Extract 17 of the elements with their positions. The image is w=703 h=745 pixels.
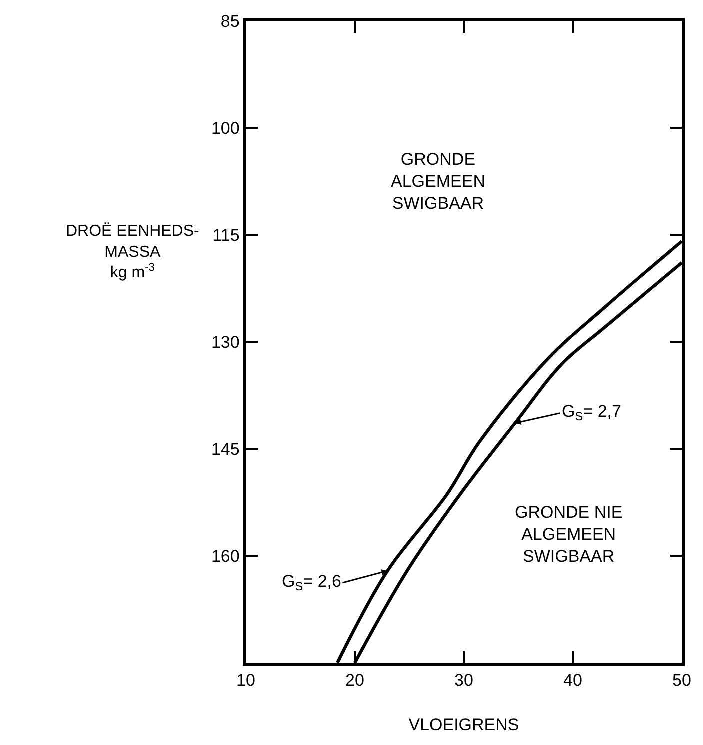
y-tick-label: 160: [211, 546, 240, 566]
y-tick-label: 145: [211, 440, 240, 459]
annotation: GRONDE ALGEMEEN SWIGBAAR: [391, 150, 486, 214]
x-tick-label: 10: [236, 671, 256, 690]
x-tick-label: 40: [564, 671, 582, 690]
annotation: GRONDE NIE ALGEMEEN SWIGBAAR: [515, 503, 623, 566]
x-axis-title: VLOEIGRENS: [408, 716, 520, 735]
x-tick-label: 50: [672, 671, 692, 690]
annotation: G$_{S}$= 2,7: [562, 402, 622, 424]
x-tick-label: 30: [454, 671, 474, 690]
y-tick-label: 130: [211, 332, 240, 352]
y-tick-label: 115: [212, 226, 240, 245]
y-axis-title: DROË EENHEDS- MASSA kg m$^{-3}$: [66, 222, 200, 282]
y-tick-label: 85: [220, 12, 240, 31]
annotation: G$_{S}$= 2,6: [282, 572, 342, 594]
y-tick-label: 100: [211, 118, 240, 138]
x-tick-label: 20: [346, 671, 364, 690]
